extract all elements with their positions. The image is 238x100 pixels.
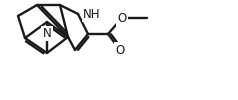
Text: O: O	[115, 44, 125, 56]
Text: N: N	[43, 27, 51, 40]
Text: NH: NH	[83, 8, 100, 20]
Text: O: O	[117, 12, 127, 24]
